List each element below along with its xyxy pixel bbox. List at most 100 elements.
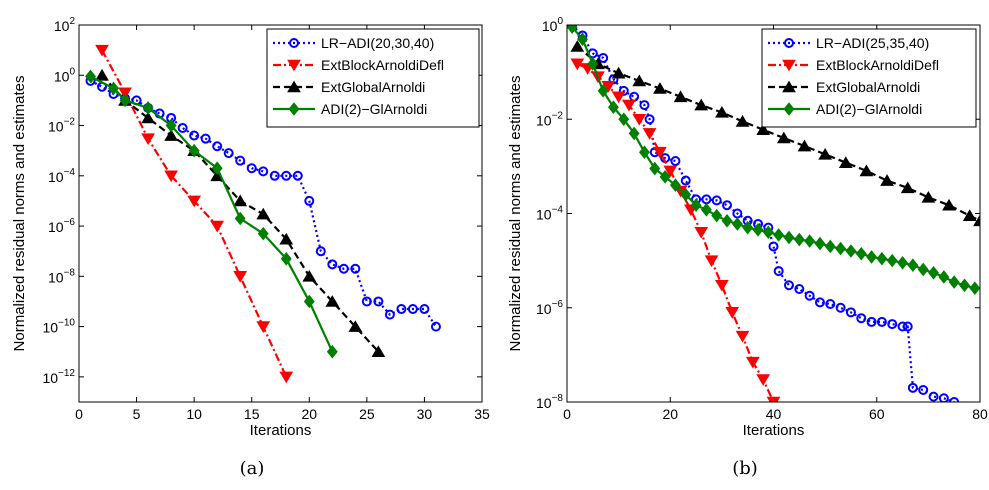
x-tick-label: 0 [75,406,83,422]
data-layer [85,44,441,384]
data-point-2 [776,131,791,144]
data-point-0 [856,313,867,324]
data-point-0 [361,296,372,307]
data-point-3 [845,244,857,258]
data-point-3 [303,294,315,309]
x-axis-label: Iterations [743,422,805,439]
data-point-2 [141,111,155,124]
data-point-3 [731,217,743,231]
y-tick-label: 10−6 [48,217,75,235]
data-point-0 [639,100,650,111]
data-point-2 [962,209,977,221]
data-point-0 [938,393,949,402]
data-point-1 [756,374,771,386]
data-point-1 [279,371,294,384]
data-point-3 [711,208,723,223]
data-point-1 [653,146,667,159]
data-point-0 [768,241,779,252]
y-tick-label: 100 [54,66,76,84]
legend-label-3: ADI(2)−GlArnoldi [816,101,922,117]
axes-frame [78,24,483,403]
legend-box [761,28,977,128]
data-point-0 [235,155,246,166]
data-point-3 [257,226,269,241]
data-point-0 [315,246,326,257]
legend-label-3: ADI(2)−GlArnoldi [321,101,427,117]
data-point-3 [886,253,898,268]
series-line-2 [576,45,980,222]
data-point-2 [302,269,317,282]
data-point-3 [211,161,223,176]
data-point-3 [959,278,970,293]
data-point-0 [804,290,815,301]
data-point-3 [628,126,640,141]
chart-panel-b: 0 20 40 60 80 10−8 10−6 10−4 10−2 100 Iterations No… [507,16,988,479]
data-point-1 [611,91,626,104]
data-point-1 [694,226,709,239]
data-point-3 [188,143,200,158]
data-point-3 [752,223,764,237]
data-point-2 [371,345,386,358]
data-point-2 [880,174,894,186]
x-tick-label: 25 [359,406,375,422]
data-point-1 [704,255,719,268]
y-tick-label: 10−6 [536,299,563,317]
y-tick-label: 10−4 [536,205,563,223]
data-point-1 [663,165,678,178]
data-point-0 [907,382,918,393]
data-point-2 [325,295,340,307]
y-tick-label: 102 [54,16,76,34]
data-point-3 [762,225,774,240]
data-point-3 [680,187,692,202]
data-point-1 [642,128,657,140]
data-point-0 [304,195,315,206]
x-tick-label: 40 [766,406,782,422]
data-point-0 [918,384,929,395]
data-point-3 [165,118,177,133]
data-point-3 [907,258,919,272]
data-point-0 [902,321,913,332]
data-point-2 [797,139,812,152]
data-point-1 [715,279,729,292]
axes-frame [566,24,981,403]
data-point-0 [384,309,395,320]
data-point-1 [601,81,616,93]
data-point-0 [407,304,418,315]
data-point-0 [200,133,211,144]
x-tick-label: 80 [972,406,988,422]
data-point-2 [859,164,874,177]
data-point-3 [814,236,826,251]
legend-marker-1 [782,59,796,72]
data-point-3 [280,251,292,266]
data-point-0 [845,307,856,318]
data-point-0 [887,319,898,330]
data-point-1 [632,113,647,126]
legend-marker-3 [783,102,795,116]
data-point-2 [256,207,271,220]
data-layer [567,25,980,402]
data-point-1 [118,87,132,100]
data-point-0 [928,391,939,402]
data-point-0 [722,200,733,211]
legend-label-0: LR−ADI(25,35,40) [816,35,929,51]
legend-label-2: ExtGlobalArnoldi [321,79,425,95]
data-point-1 [164,170,178,183]
data-point-1 [187,195,202,208]
data-point-3 [938,270,950,284]
data-point-3 [119,93,131,108]
data-point-1 [256,321,271,333]
data-point-0 [269,170,280,181]
legend: LR−ADI(20,30,40) ExtBlockArnoldiDefl ExtGl… [266,28,480,128]
y-axis-label: Normalized residual norms and estimates [11,76,28,352]
data-point-1 [95,44,109,57]
data-point-0 [177,122,188,133]
data-point-3 [948,275,960,289]
data-point-2 [756,123,771,136]
data-point-2 [838,156,853,168]
data-point-1 [735,330,750,343]
data-point-2 [694,98,709,111]
y-tick-label: 100 [542,16,564,34]
data-point-0 [419,304,430,315]
data-point-3 [618,112,630,127]
